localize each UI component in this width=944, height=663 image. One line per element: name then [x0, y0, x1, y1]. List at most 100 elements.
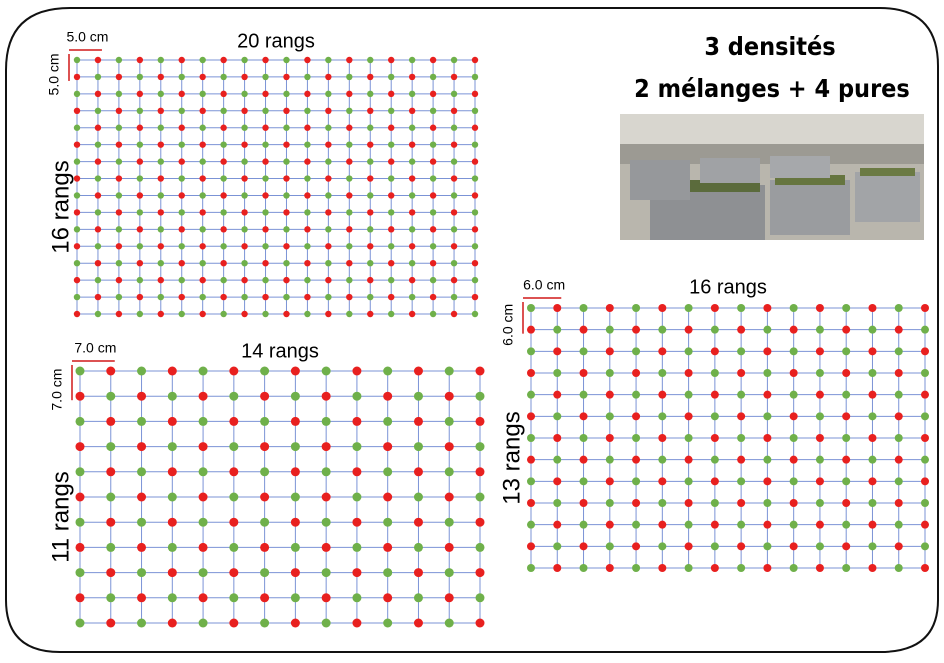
plant-dot	[74, 209, 80, 215]
plant-dot	[868, 326, 876, 334]
plant-dot	[76, 619, 85, 628]
photo	[620, 114, 924, 240]
plant-dot	[430, 294, 436, 300]
plant-dot	[527, 477, 535, 485]
plant-dot	[445, 518, 454, 527]
plant-dot	[790, 521, 798, 529]
plant-dot	[445, 543, 454, 552]
plant-dot	[260, 493, 269, 502]
plant-dot	[553, 391, 561, 399]
spacing-v: 6.0 cm	[500, 304, 516, 346]
plant-dot	[179, 226, 185, 232]
plant-dot	[580, 369, 588, 377]
plant-dot	[291, 568, 300, 577]
plant-dot	[322, 467, 331, 476]
plant-dot	[367, 125, 373, 131]
plant-dot	[137, 568, 146, 577]
plant-dot	[241, 294, 247, 300]
plant-dot	[367, 260, 373, 266]
plant-dot	[262, 311, 268, 317]
plant-dot	[229, 392, 238, 401]
plant-dot	[842, 347, 850, 355]
plant-dot	[260, 568, 269, 577]
plant-dot	[229, 619, 238, 628]
plant-dot	[685, 412, 693, 420]
plant-dot	[816, 347, 824, 355]
plant-dot	[868, 542, 876, 550]
plant-dot	[527, 564, 535, 572]
plant-dot	[168, 442, 177, 451]
plant-dot	[260, 593, 269, 602]
plant-dot	[199, 442, 208, 451]
plant-dot	[304, 209, 310, 215]
plant-dot	[383, 568, 392, 577]
plant-dot	[790, 347, 798, 355]
rows-label: 11 rangs	[47, 471, 74, 563]
plant-dot	[658, 477, 666, 485]
plant-dot	[168, 493, 177, 502]
plant-dot	[241, 311, 247, 317]
plant-dot	[74, 108, 80, 114]
plant-dot	[199, 417, 208, 426]
plant-dot	[291, 619, 300, 628]
rows-label: 13 rangs	[498, 411, 525, 504]
plant-dot	[445, 392, 454, 401]
plant-dot	[325, 226, 331, 232]
plant-dot	[472, 260, 478, 266]
plant-dot	[199, 108, 205, 114]
plant-dot	[451, 294, 457, 300]
plant-dot	[137, 493, 146, 502]
plant-dot	[895, 304, 903, 312]
plant-dot	[606, 477, 614, 485]
plant-dot	[106, 467, 115, 476]
plant-dot	[262, 158, 268, 164]
plant-dot	[388, 243, 394, 249]
plant-dot	[304, 192, 310, 198]
plant-dot	[580, 564, 588, 572]
plant-dot	[658, 564, 666, 572]
plant-dot	[409, 243, 415, 249]
plant-dot	[409, 74, 415, 80]
plant-dot	[95, 57, 101, 63]
plant-dot	[241, 277, 247, 283]
plant-dot	[346, 175, 352, 181]
plant-dot	[137, 158, 143, 164]
plant-dot	[179, 57, 185, 63]
plant-dot	[106, 367, 115, 376]
plant-dot	[229, 543, 238, 552]
plant-dot	[388, 209, 394, 215]
plant-dot	[116, 243, 122, 249]
plant-dot	[737, 456, 745, 464]
plant-dot	[476, 593, 485, 602]
plant-dot	[383, 417, 392, 426]
plant-dot	[199, 141, 205, 147]
plant-dot	[367, 57, 373, 63]
plant-dot	[451, 209, 457, 215]
plant-dot	[283, 74, 289, 80]
title-line1: 3 densités	[704, 32, 835, 61]
plant-dot	[367, 277, 373, 283]
plant-dot	[414, 543, 423, 552]
plant-dot	[388, 74, 394, 80]
plant-dot	[179, 209, 185, 215]
plant-dot	[291, 392, 300, 401]
plant-dot	[158, 192, 164, 198]
plant-dot	[430, 108, 436, 114]
plant-dot	[606, 564, 614, 572]
planting-grid	[527, 304, 929, 572]
plant-dot	[409, 294, 415, 300]
plant-dot	[711, 369, 719, 377]
plant-dot	[106, 518, 115, 527]
plant-dot	[325, 311, 331, 317]
plant-dot	[527, 326, 535, 334]
plant-dot	[367, 91, 373, 97]
plant-dot	[790, 456, 798, 464]
plant-dot	[685, 499, 693, 507]
plant-dot	[430, 260, 436, 266]
plant-dot	[553, 369, 561, 377]
plant-dot	[304, 108, 310, 114]
plant-dot	[445, 417, 454, 426]
plant-dot	[241, 226, 247, 232]
plant-dot	[711, 304, 719, 312]
plant-dot	[352, 568, 361, 577]
